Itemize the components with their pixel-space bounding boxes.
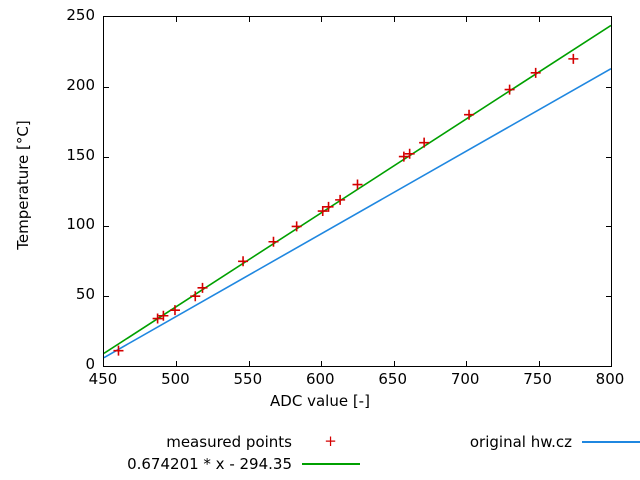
- data-point-marker: [419, 137, 430, 148]
- x-tick-label: 700: [450, 370, 480, 388]
- x-tick-top: [248, 17, 250, 22]
- legend-sample-fit-equation: [302, 454, 360, 474]
- y-tick-right: [606, 156, 611, 158]
- data-point-marker: [568, 53, 579, 64]
- plot-area: [104, 17, 611, 366]
- data-point-marker: [398, 151, 409, 162]
- data-point-marker: [530, 67, 541, 78]
- series-original-hwcz-line: [104, 67, 611, 359]
- legend-sample-original-hwcz: [582, 432, 640, 452]
- chart-legend: measured points + 0.674201 * x - 294.35 …: [0, 432, 640, 476]
- green-line-icon: [302, 463, 360, 465]
- x-tick-bottom: [393, 361, 395, 366]
- legend-label-original-hwcz: original hw.cz: [469, 433, 572, 451]
- data-point-marker: [504, 84, 515, 95]
- data-point-marker: [158, 310, 169, 321]
- y-tick-left: [104, 156, 109, 158]
- x-tick-top: [466, 17, 468, 22]
- legend-entry-fit-equation: 0.674201 * x - 294.35: [0, 454, 360, 474]
- data-point-marker: [268, 236, 279, 247]
- plot-svg: [104, 24, 611, 359]
- data-point-marker: [335, 194, 346, 205]
- x-tick-label: 800: [595, 370, 625, 388]
- y-tick-right: [606, 226, 611, 228]
- data-point-marker: [152, 313, 163, 324]
- x-tick-top: [321, 17, 323, 22]
- y-tick-left: [104, 226, 109, 228]
- y-tick-label: 50: [75, 285, 95, 304]
- x-tick-top: [538, 17, 540, 22]
- data-point-marker: [291, 221, 302, 232]
- legend-entry-original-hwcz: original hw.cz: [400, 432, 640, 452]
- y-tick-label: 0: [85, 355, 95, 373]
- x-tick-bottom: [321, 361, 323, 366]
- plot-frame: [103, 16, 612, 367]
- y-axis-label-wrapper: Temperature [°C]: [13, 85, 33, 285]
- x-tick-label: 750: [523, 370, 552, 388]
- x-tick-bottom: [466, 361, 468, 366]
- y-tick-right: [606, 296, 611, 298]
- x-tick-label: 650: [378, 370, 408, 388]
- x-axis-label: ADC value [-]: [270, 392, 370, 410]
- y-axis-label: Temperature [°C]: [14, 120, 32, 250]
- y-tick-right: [606, 86, 611, 88]
- data-point-marker: [404, 148, 415, 159]
- data-point-marker: [317, 206, 328, 217]
- y-tick-label: 250: [66, 6, 95, 24]
- legend-entry-measured-points: measured points +: [120, 432, 360, 452]
- x-tick-top: [176, 17, 178, 22]
- data-point-marker: [352, 179, 363, 190]
- y-tick-left: [104, 296, 109, 298]
- x-tick-label: 450: [88, 370, 118, 388]
- legend-label-measured-points: measured points: [166, 433, 292, 451]
- legend-sample-measured-points: +: [302, 432, 360, 452]
- data-point-marker: [464, 109, 475, 120]
- x-tick-bottom: [538, 361, 540, 366]
- data-point-marker: [197, 282, 208, 293]
- data-point-marker: [169, 305, 180, 316]
- data-point-marker: [323, 201, 334, 212]
- blue-line-icon: [582, 441, 640, 443]
- x-tick-label: 600: [305, 370, 335, 388]
- y-tick-label: 200: [66, 75, 95, 94]
- x-tick-label: 550: [233, 370, 263, 388]
- series-measured-points: [113, 53, 579, 356]
- data-point-marker: [190, 291, 201, 302]
- x-tick-bottom: [248, 361, 250, 366]
- x-tick-label: 500: [161, 370, 190, 388]
- y-tick-left: [104, 86, 109, 88]
- data-point-marker: [113, 345, 124, 356]
- y-tick-label: 100: [66, 215, 95, 234]
- legend-label-fit-equation: 0.674201 * x - 294.35: [127, 455, 292, 473]
- y-tick-label: 150: [66, 145, 95, 164]
- data-point-marker: [238, 256, 249, 267]
- plus-marker-icon: +: [324, 432, 337, 450]
- x-tick-top: [393, 17, 395, 22]
- x-tick-bottom: [176, 361, 178, 366]
